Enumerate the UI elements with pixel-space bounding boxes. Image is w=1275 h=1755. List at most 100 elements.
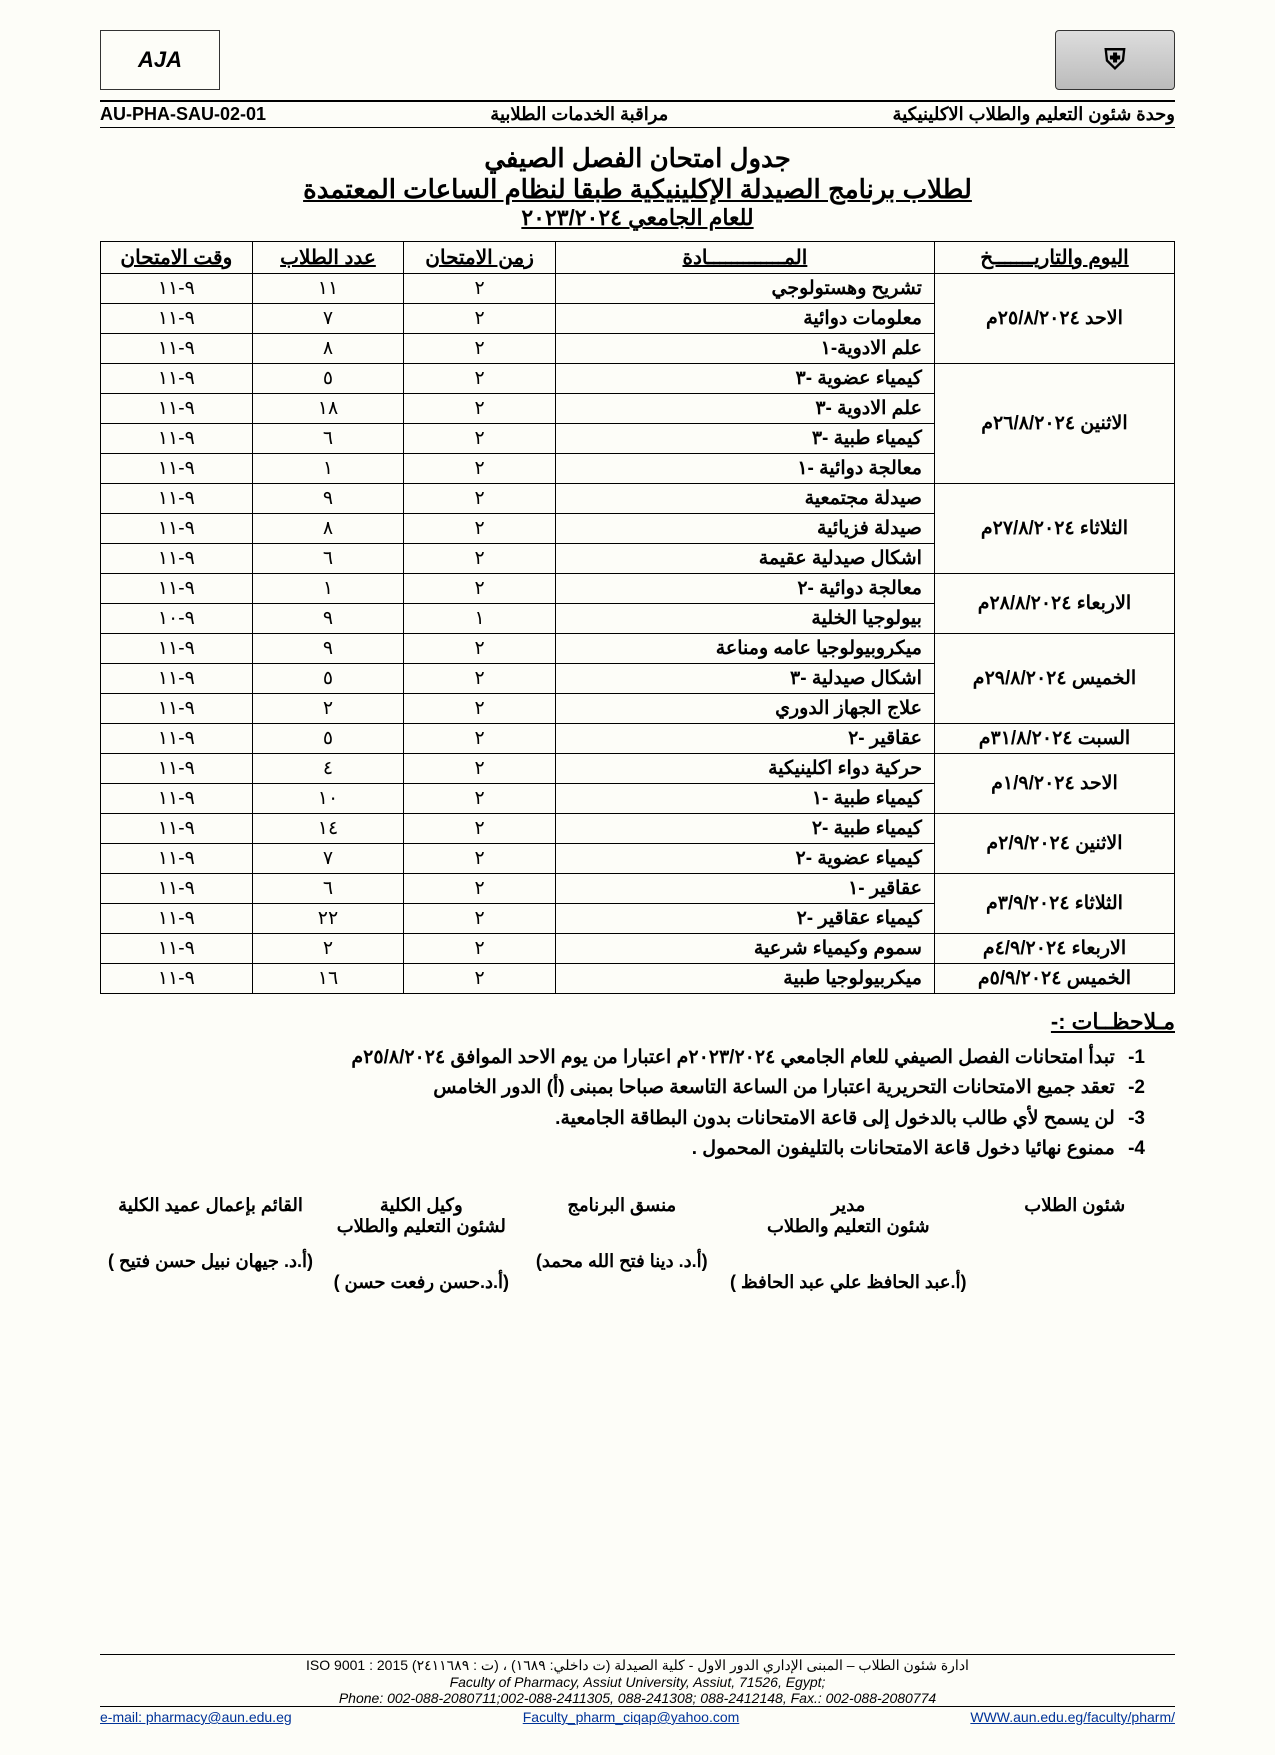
duration-cell: ٢ [404, 454, 556, 484]
date-cell: الاحد ١/٩/٢٠٢٤م [934, 754, 1174, 814]
th-count: عدد الطلاب [252, 242, 404, 274]
duration-cell: ٢ [404, 634, 556, 664]
duration-cell: ٢ [404, 304, 556, 334]
time-cell: ٩-١١ [101, 454, 253, 484]
date-cell: الثلاثاء ٣/٩/٢٠٢٤م [934, 874, 1174, 934]
signature-title: القائم بإعمال عميد الكلية [108, 1195, 313, 1216]
signature-block: مديرشئون التعليم والطلاب (أ.عبد الحافظ عل… [722, 1195, 975, 1293]
title-line3: للعام الجامعي ٢٠٢٣/٢٠٢٤ [100, 205, 1175, 231]
time-cell: ٩-١١ [101, 274, 253, 304]
count-cell: ٩ [252, 634, 404, 664]
count-cell: ٤ [252, 754, 404, 784]
date-cell: الاثنين ٢/٩/٢٠٢٤م [934, 814, 1174, 874]
duration-cell: ٢ [404, 724, 556, 754]
duration-cell: ٢ [404, 484, 556, 514]
time-cell: ٩-١١ [101, 484, 253, 514]
subject-cell: حركية دواء اكلينيكية [555, 754, 934, 784]
count-cell: ٧ [252, 844, 404, 874]
signature-name: (أ.عبد الحافظ علي عبد الحافظ ) [730, 1272, 967, 1293]
duration-cell: ٢ [404, 814, 556, 844]
footer-email2[interactable]: Faculty_pharm_ciqap@yahoo.com [523, 1709, 740, 1725]
time-cell: ٩-١١ [101, 784, 253, 814]
duration-cell: ٢ [404, 844, 556, 874]
count-cell: ١٦ [252, 964, 404, 994]
time-cell: ٩-١١ [101, 304, 253, 334]
signature-title: وكيل الكليةلشئون التعليم والطلاب [329, 1195, 513, 1237]
note-item: 4- ممنوع نهائيا دخول قاعة الامتحانات بال… [100, 1134, 1145, 1164]
table-row: الاثنين ٢٦/٨/٢٠٢٤مكيمياء عضوية -٣٢٥٩-١١ [101, 364, 1175, 394]
th-duration: زمن الامتحان [404, 242, 556, 274]
duration-cell: ٢ [404, 274, 556, 304]
footer-phone: Phone: 002-088-2080711;002-088-2411305, … [100, 1690, 1175, 1706]
time-cell: ٩-١١ [101, 724, 253, 754]
date-cell: السبت ٣١/٨/٢٠٢٤م [934, 724, 1174, 754]
subject-cell: كيمياء عقاقير -٢ [555, 904, 934, 934]
notes-title: مـلاحظــات :- [100, 1009, 1175, 1035]
count-cell: ٥ [252, 724, 404, 754]
duration-cell: ٢ [404, 394, 556, 424]
note-item: 3- لن يسمح لأي طالب بالدخول إلى قاعة الا… [100, 1104, 1145, 1134]
table-row: الثلاثاء ٣/٩/٢٠٢٤معقاقير -١٢٦٩-١١ [101, 874, 1175, 904]
duration-cell: ٢ [404, 334, 556, 364]
time-cell: ٩-١١ [101, 574, 253, 604]
duration-cell: ٢ [404, 364, 556, 394]
table-header-row: اليوم والتاريـــــــخ المـــــــــــــاد… [101, 242, 1175, 274]
title-line1: جدول امتحان الفصل الصيفي [100, 143, 1175, 174]
time-cell: ٩-١١ [101, 394, 253, 424]
time-cell: ٩-١١ [101, 334, 253, 364]
date-cell: الخميس ٥/٩/٢٠٢٤م [934, 964, 1174, 994]
footer-email[interactable]: e-mail: pharmacy@aun.edu.eg [100, 1709, 292, 1725]
signature-name: (أ.د.حسن رفعت حسن ) [329, 1272, 513, 1293]
count-cell: ٨ [252, 334, 404, 364]
time-cell: ٩-١١ [101, 424, 253, 454]
time-cell: ٩-١١ [101, 904, 253, 934]
time-cell: ٩-١١ [101, 874, 253, 904]
table-row: الاربعاء ٤/٩/٢٠٢٤مسموم وكيمياء شرعية٢٢٩-… [101, 934, 1175, 964]
duration-cell: ٢ [404, 424, 556, 454]
th-date: اليوم والتاريـــــــخ [934, 242, 1174, 274]
count-cell: ٩ [252, 484, 404, 514]
subject-cell: معلومات دوائية [555, 304, 934, 334]
signature-block: وكيل الكليةلشئون التعليم والطلاب (أ.د.حسن… [321, 1195, 521, 1293]
count-cell: ١٤ [252, 814, 404, 844]
count-cell: ٩ [252, 604, 404, 634]
count-cell: ٥ [252, 664, 404, 694]
subject-cell: سموم وكيمياء شرعية [555, 934, 934, 964]
duration-cell: ٢ [404, 904, 556, 934]
unit-line: وحدة شئون التعليم والطلاب الاكلينيكية مر… [100, 100, 1175, 128]
count-cell: ٨ [252, 514, 404, 544]
subject-cell: بيولوجيا الخلية [555, 604, 934, 634]
duration-cell: ١ [404, 604, 556, 634]
signature-title: مديرشئون التعليم والطلاب [730, 1195, 967, 1237]
subject-cell: معالجة دوائية -٢ [555, 574, 934, 604]
count-cell: ٢ [252, 694, 404, 724]
duration-cell: ٢ [404, 664, 556, 694]
subject-cell: عقاقير -١ [555, 874, 934, 904]
date-cell: الاربعاء ٤/٩/٢٠٢٤م [934, 934, 1174, 964]
table-row: الاثنين ٢/٩/٢٠٢٤مكيمياء طبية -٢٢١٤٩-١١ [101, 814, 1175, 844]
subject-cell: صيدلة مجتمعية [555, 484, 934, 514]
doc-code: AU-PHA-SAU-02-01 [100, 104, 266, 125]
university-logo: ⛨ [1055, 30, 1175, 90]
count-cell: ٧ [252, 304, 404, 334]
signature-block: القائم بإعمال عميد الكلية(أ.د. جيهان نبي… [100, 1195, 321, 1293]
time-cell: ٩-١١ [101, 964, 253, 994]
title-line2: لطلاب برنامج الصيدلة الإكلينيكية طبقا لن… [100, 174, 1175, 205]
signature-name: (أ.د. دينا فتح الله محمد) [530, 1251, 714, 1272]
duration-cell: ٢ [404, 574, 556, 604]
time-cell: ٩-١١ [101, 364, 253, 394]
footer-web[interactable]: WWW.aun.edu.eg/faculty/pharm/ [970, 1709, 1175, 1725]
table-row: الاحد ١/٩/٢٠٢٤محركية دواء اكلينيكية٢٤٩-١… [101, 754, 1175, 784]
time-cell: ٩-١١ [101, 754, 253, 784]
duration-cell: ٢ [404, 934, 556, 964]
subject-cell: كيمياء عضوية -٣ [555, 364, 934, 394]
duration-cell: ٢ [404, 754, 556, 784]
signature-title: منسق البرنامج [530, 1195, 714, 1216]
signature-block: شئون الطلاب [975, 1195, 1175, 1293]
signature-row: شئون الطلابمديرشئون التعليم والطلاب (أ.عب… [100, 1195, 1175, 1293]
table-row: الاحد ٢٥/٨/٢٠٢٤متشريح وهستولوجي٢١١٩-١١ [101, 274, 1175, 304]
schedule-table: اليوم والتاريـــــــخ المـــــــــــــاد… [100, 241, 1175, 994]
subject-cell: علم الادوية-١ [555, 334, 934, 364]
aja-logo: AJA [100, 30, 220, 90]
time-cell: ٩-١١ [101, 934, 253, 964]
